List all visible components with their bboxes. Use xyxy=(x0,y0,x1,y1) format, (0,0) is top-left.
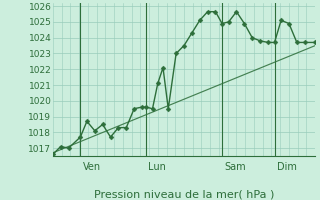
Text: Dim: Dim xyxy=(276,162,297,172)
Text: Lun: Lun xyxy=(148,162,166,172)
Text: Ven: Ven xyxy=(83,162,100,172)
Text: Sam: Sam xyxy=(224,162,246,172)
Text: Pression niveau de la mer( hPa ): Pression niveau de la mer( hPa ) xyxy=(94,190,274,200)
